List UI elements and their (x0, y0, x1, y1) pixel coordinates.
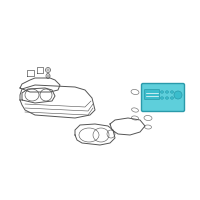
Ellipse shape (170, 91, 174, 93)
Ellipse shape (166, 97, 168, 99)
Ellipse shape (174, 91, 182, 99)
Ellipse shape (160, 97, 164, 99)
Ellipse shape (160, 91, 164, 93)
FancyBboxPatch shape (142, 84, 184, 112)
FancyBboxPatch shape (144, 90, 160, 99)
Ellipse shape (170, 97, 174, 99)
Ellipse shape (166, 91, 168, 93)
